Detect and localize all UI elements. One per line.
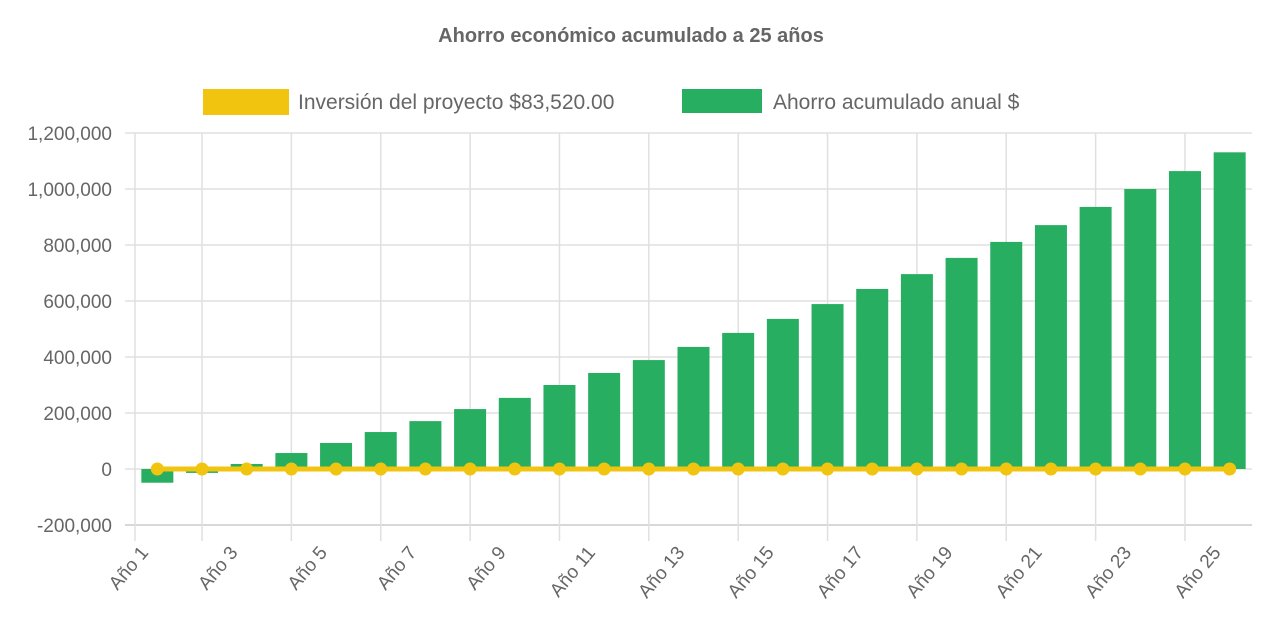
bar-1 bbox=[141, 469, 174, 483]
investment-point-25 bbox=[1223, 462, 1237, 476]
investment-point-1 bbox=[150, 462, 164, 476]
investment-point-24 bbox=[1178, 462, 1192, 476]
bar-12 bbox=[632, 360, 665, 469]
y-tick-label: 200,000 bbox=[43, 404, 112, 425]
x-tick-label: Año 23 bbox=[1081, 543, 1136, 603]
x-tick-label: Año 3 bbox=[195, 543, 243, 595]
investment-point-22 bbox=[1089, 462, 1103, 476]
investment-point-3 bbox=[240, 462, 254, 476]
investment-point-15 bbox=[776, 462, 790, 476]
bars bbox=[141, 152, 1246, 483]
x-tick-label: Año 13 bbox=[635, 543, 690, 603]
investment-point-17 bbox=[865, 462, 879, 476]
investment-point-20 bbox=[999, 462, 1013, 476]
bar-7 bbox=[409, 421, 442, 469]
bar-20 bbox=[990, 241, 1023, 469]
x-tick-label: Año 7 bbox=[373, 543, 421, 595]
bar-14 bbox=[722, 332, 755, 469]
investment-point-12 bbox=[642, 462, 656, 476]
y-tick-label: 0 bbox=[101, 460, 112, 481]
legend-swatch-savings bbox=[682, 89, 762, 113]
investment-point-8 bbox=[463, 462, 477, 476]
legend: Inversión del proyecto $83,520.00 Ahorro… bbox=[203, 89, 1020, 115]
y-tick-label: 800,000 bbox=[43, 236, 112, 257]
x-tick-label: Año 5 bbox=[284, 543, 332, 595]
investment-point-11 bbox=[597, 462, 611, 476]
bar-22 bbox=[1079, 206, 1112, 470]
legend-swatch-investment bbox=[203, 89, 289, 115]
investment-point-10 bbox=[552, 462, 566, 476]
investment-point-19 bbox=[955, 462, 969, 476]
x-tick-label: Año 25 bbox=[1171, 543, 1226, 603]
investment-point-5 bbox=[329, 462, 343, 476]
bar-15 bbox=[766, 318, 799, 469]
bar-18 bbox=[900, 274, 933, 469]
investment-point-21 bbox=[1044, 462, 1058, 476]
bar-9 bbox=[498, 397, 531, 469]
investment-point-7 bbox=[418, 462, 432, 476]
bar-24 bbox=[1168, 171, 1201, 469]
investment-point-13 bbox=[687, 462, 700, 476]
y-tick-label: -200,000 bbox=[37, 516, 112, 537]
bar-17 bbox=[856, 288, 889, 469]
y-tick-label: 1,200,000 bbox=[27, 124, 112, 145]
investment-point-2 bbox=[195, 462, 209, 476]
investment-line bbox=[150, 462, 1237, 476]
investment-point-18 bbox=[910, 462, 924, 476]
bar-23 bbox=[1124, 189, 1157, 469]
bar-19 bbox=[945, 257, 978, 469]
chart-title: Ahorro económico acumulado a 25 años bbox=[438, 25, 824, 47]
investment-point-16 bbox=[821, 462, 835, 476]
bar-16 bbox=[811, 304, 844, 469]
bar-4 bbox=[275, 453, 308, 469]
investment-point-14 bbox=[731, 462, 745, 476]
x-tick-label: Año 19 bbox=[903, 543, 958, 603]
bar-21 bbox=[1034, 225, 1067, 469]
y-tick-label: 400,000 bbox=[43, 348, 112, 369]
investment-point-9 bbox=[508, 462, 522, 476]
x-tick-label: Año 11 bbox=[546, 543, 600, 602]
x-tick-label: Año 9 bbox=[463, 543, 511, 595]
bar-8 bbox=[454, 409, 487, 469]
investment-point-4 bbox=[284, 462, 298, 476]
y-tick-label: 600,000 bbox=[43, 292, 112, 313]
bar-10 bbox=[543, 385, 576, 469]
x-tick-label: Año 21 bbox=[992, 543, 1047, 603]
x-tick-label: Año 15 bbox=[724, 543, 779, 603]
legend-label-savings[interactable]: Ahorro acumulado anual $ bbox=[773, 91, 1020, 114]
x-tick-label: Año 1 bbox=[105, 543, 153, 595]
investment-point-23 bbox=[1133, 462, 1147, 476]
legend-label-investment[interactable]: Inversión del proyecto $83,520.00 bbox=[298, 91, 614, 114]
bar-25 bbox=[1213, 152, 1246, 469]
bar-11 bbox=[588, 372, 621, 469]
investment-point-6 bbox=[374, 462, 388, 476]
bar-13 bbox=[677, 346, 710, 469]
x-tick-label: Año 17 bbox=[813, 543, 868, 603]
y-axis: -200,000 0 200,000 400,000 600,000 800,000 1,0… bbox=[27, 124, 112, 537]
x-axis: Año 1 Año 3 Año 5 Año 7 Año 9 Año 11 Año 13 Año… bbox=[105, 543, 1225, 603]
y-tick-label: 1,000,000 bbox=[27, 180, 112, 201]
